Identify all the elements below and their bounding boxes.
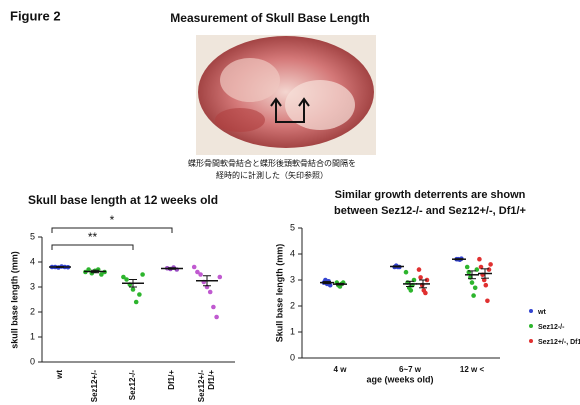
y-tick-label: 2: [290, 300, 295, 310]
y-tick-label: 1: [290, 326, 295, 336]
data-point: [140, 272, 145, 277]
data-point: [404, 270, 409, 275]
figure-label: Figure 2: [10, 8, 61, 23]
y-tick-label: 5: [30, 231, 35, 241]
chart-title: Similar growth deterrents are shown: [335, 189, 526, 201]
significance-label: *: [110, 213, 115, 227]
y-tick-label: 2: [30, 306, 35, 316]
x-tick-label: Df1/+: [167, 370, 176, 390]
data-point: [477, 257, 482, 262]
data-point: [211, 305, 216, 310]
significance-bracket: [52, 245, 133, 250]
image-caption: 蝶形骨間軟骨結合と蝶形後頭軟骨結合の間隔を: [188, 158, 356, 168]
legend-label: wt: [537, 309, 546, 316]
legend-marker: [529, 339, 533, 343]
chart-title: between Sez12-/- and Sez12+/-, Df1/+: [334, 205, 526, 217]
x-tick-label: 4 w: [334, 365, 348, 374]
x-tick-label: 12 w <: [460, 365, 485, 374]
y-tick-label: 1: [30, 331, 35, 341]
data-point: [131, 287, 136, 292]
data-point: [137, 292, 142, 297]
image-caption: 経時的に計測した（矢印参照）: [216, 170, 328, 180]
data-point: [471, 293, 476, 298]
y-tick-label: 3: [30, 281, 35, 291]
x-tick-label: Sez12+/-: [90, 370, 99, 403]
data-point: [214, 315, 219, 320]
figure-title: Measurement of Skull Base Length: [170, 11, 369, 25]
data-point: [417, 267, 422, 272]
y-tick-label: 4: [290, 248, 295, 258]
x-tick-label: 6~7 w: [399, 365, 422, 374]
chart-title: Skull base length at 12 weeks old: [28, 193, 218, 207]
data-point: [485, 299, 490, 304]
x-tick-label: Sez12+/-Df1/+: [197, 370, 216, 403]
data-point: [488, 262, 493, 267]
data-point: [418, 275, 423, 280]
x-axis-label: age (weeks old): [366, 374, 433, 384]
data-point: [484, 283, 489, 288]
significance-bracket: [52, 228, 172, 233]
y-tick-label: 3: [290, 274, 295, 284]
y-tick-label: 0: [290, 352, 295, 362]
data-point: [409, 288, 414, 293]
data-point: [473, 286, 478, 291]
x-tick-label: Sez12-/-: [128, 370, 137, 401]
y-tick-label: 0: [30, 356, 35, 366]
figure: Figure 2 Measurement of Skull Base Lengt…: [0, 0, 580, 405]
legend-marker: [529, 324, 533, 328]
data-point: [192, 265, 197, 270]
significance-label: **: [88, 230, 98, 244]
data-point: [124, 277, 129, 282]
x-tick-label: wt: [55, 370, 64, 380]
page: {"figure_label": "Figure 2", "title": "M…: [0, 0, 580, 405]
skull-photo: [196, 35, 376, 155]
legend-marker: [529, 309, 533, 313]
data-point: [208, 290, 213, 295]
data-point: [465, 265, 470, 270]
y-axis-label: Skull base length (mm): [274, 244, 284, 343]
data-point: [198, 272, 203, 277]
y-axis-label: skull base length (mm): [9, 251, 19, 349]
y-tick-label: 4: [30, 256, 35, 266]
data-point: [423, 291, 428, 296]
y-tick-label: 5: [290, 222, 295, 232]
data-point: [218, 275, 223, 280]
legend-label: Sez12+/-, Df1/+: [538, 339, 580, 346]
legend-label: Sez12-/-: [538, 324, 565, 331]
data-point: [470, 280, 475, 285]
data-point: [487, 267, 492, 272]
data-point: [134, 300, 139, 305]
